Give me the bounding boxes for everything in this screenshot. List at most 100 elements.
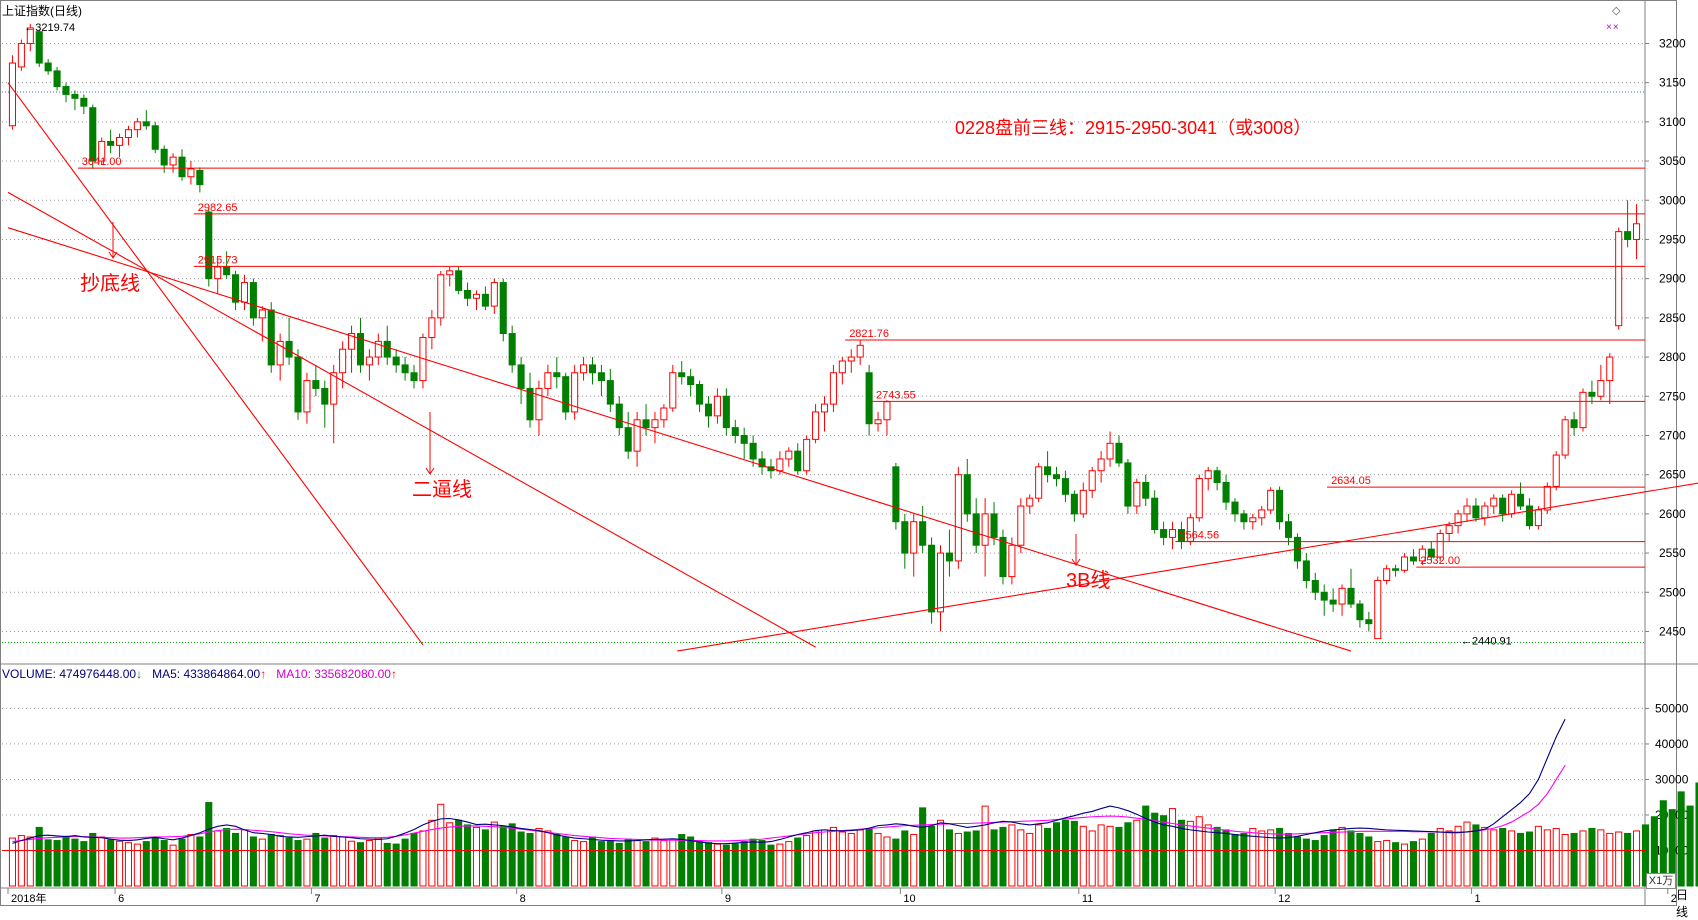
annotation-label: 二逼线 [412,478,472,501]
volume-bar-up [785,841,793,887]
volume-tick-label: 30000 [1655,772,1689,786]
price-tick-label: 2900 [1659,272,1686,286]
volume-bar-up [660,840,668,887]
volume-bar-down [562,836,570,887]
volume-bar-down [892,838,900,887]
candle-up [651,419,659,429]
candle-up [1454,513,1462,527]
candle-up [874,419,882,425]
volume-bar-down [464,824,472,887]
volume-bar-up [428,819,436,887]
candle-up [981,513,989,546]
level-label: 2982.65 [198,202,238,214]
volume-bar-up [124,842,133,887]
candle-up [1168,529,1177,538]
volume-bar-down [1044,827,1052,887]
volume-bar-down [517,831,525,887]
volume-bar-up [820,829,829,887]
volume-bar-down [1061,819,1069,887]
volume-bar-up [1579,830,1587,887]
volume-bar-up [544,830,552,887]
candle-down [205,211,213,280]
volume-bar-up [1633,830,1641,887]
candle-down [89,107,97,162]
unit-button[interactable]: X1万 [1646,873,1676,889]
candle-up [446,270,454,276]
candle-up [133,121,141,131]
volume-bar-up [1035,824,1043,887]
volume-bar-down [223,827,231,887]
volume-bar-down [1347,830,1355,887]
annotation-label: 3B线 [1066,569,1110,592]
candle-down [1142,482,1150,499]
candle-up [472,293,481,299]
candle-down [464,289,472,299]
candle-up [1445,525,1453,534]
candle-down [928,544,936,613]
volume-bar-down [178,838,186,887]
candle-up [838,360,846,374]
plan-annotation: 0228盘前三线：2915-2950-3041（或3008） [955,118,1311,138]
volume-bar-down [1124,822,1132,887]
candle-down [562,376,570,413]
volume-header: VOLUME: 474976448.00↓ MA5: 433864864.00↑… [2,667,397,681]
volume-bar-down [1213,826,1221,887]
volume-bar-up [214,830,222,887]
high-mark-label: ←3219.74 [24,22,75,34]
candle-down [624,427,632,452]
volume-bar-up [490,821,498,887]
volume-bar-up [535,827,543,887]
candle-down [1052,474,1061,480]
candle-up [883,401,891,421]
volume-bar-up [240,829,249,887]
volume-bar-down [1624,832,1632,887]
volume-bar-up [571,840,579,887]
candle-up [374,340,382,358]
candle-down [71,93,79,99]
volume-bar-down [1320,835,1328,887]
candle-up [571,372,579,413]
diamond-icon[interactable]: ◇ [1612,5,1621,17]
volume-bar-up [472,826,481,887]
volume-bar-down [642,841,650,887]
volume-bar-up [330,835,338,887]
volume-bar-down [1356,832,1364,887]
trend-line [7,82,424,646]
candle-down [1409,556,1417,562]
candle-up [8,62,16,127]
volume-bar-down [267,834,275,887]
level-label: 2821.76 [849,328,889,340]
close-marks[interactable]: ×× [1606,22,1620,33]
candle-down [53,70,61,88]
candle-up [214,266,222,280]
volume-bar-down [356,842,365,887]
volume-bar-down [1115,826,1123,887]
volume-bar-down [945,829,953,887]
candle-down [321,387,329,405]
volume-bar-up [1418,838,1426,887]
volume-bar-down [249,836,257,887]
candle-up [1133,482,1141,507]
volume-bar-down [1293,836,1301,887]
candle-up [1490,497,1498,507]
candle-up [169,156,177,166]
volume-bar-up [803,835,811,887]
price-tick-label: 2750 [1659,389,1686,403]
volume-bar-up [1186,820,1194,887]
candle-down [1070,493,1078,515]
volume-bar-up [981,805,989,887]
candle-down [392,356,400,366]
time-tick-label: 9 [725,893,731,905]
volume-bar-up [1508,830,1516,887]
candle-down [901,521,909,554]
volume-bar-up [1552,827,1560,887]
volume-bar-down [1302,838,1310,887]
volume-bar-down [1695,782,1698,887]
candle-down [267,309,275,366]
volume-bar-down [794,837,802,887]
period-label[interactable]: 日线 [1676,888,1689,919]
candle-down [919,521,927,546]
candle-up [820,403,829,413]
candle-up [26,27,34,44]
